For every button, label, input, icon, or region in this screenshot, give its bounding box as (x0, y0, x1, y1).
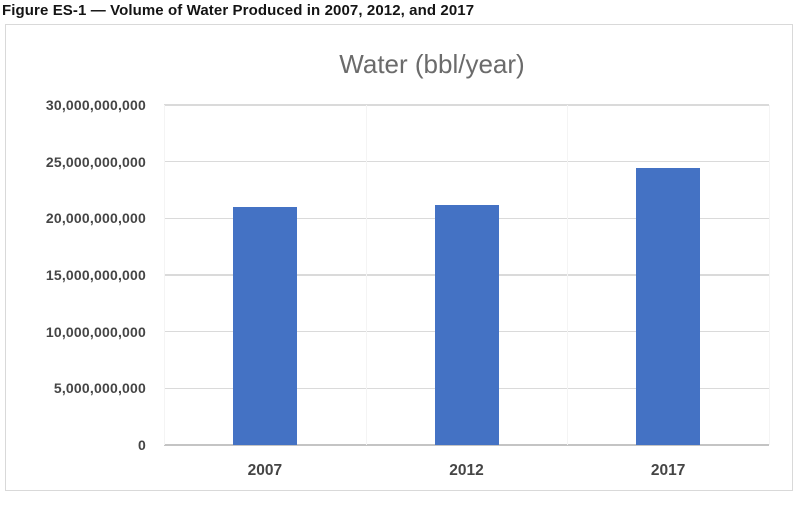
y-tick-label: 0 (138, 437, 146, 453)
bar-2012 (434, 204, 499, 445)
y-tick-label: 25,000,000,000 (45, 153, 146, 170)
y-gridline (164, 160, 769, 163)
y-tick-label: 30,000,000,000 (45, 97, 146, 113)
figure-caption: Figure ES-1 — Volume of Water Produced i… (2, 2, 475, 19)
vertical-gridline (769, 105, 770, 445)
bar-2017 (636, 168, 701, 445)
chart-container: Water (bbl/year) 0 5,000,000,000 10,000,00… (5, 24, 793, 491)
x-tick-label: 2007 (247, 462, 283, 479)
x-tick-label: 2012 (449, 462, 484, 479)
vertical-gridline (365, 105, 367, 445)
y-tick-label: 15,000,000,000 (45, 267, 146, 283)
x-axis-line (164, 444, 769, 446)
x-tick-label: 2017 (650, 462, 686, 479)
y-gridline (164, 104, 769, 106)
y-tick-label: 20,000,000,000 (45, 210, 146, 227)
plot-area (164, 104, 770, 446)
y-tick-label: 5,000,000,000 (53, 380, 146, 397)
chart-title: Water (bbl/year) (339, 49, 525, 79)
y-tick-label: 10,000,000,000 (45, 323, 146, 340)
bar-2007 (232, 207, 297, 445)
vertical-gridline (567, 105, 569, 445)
vertical-gridline (164, 105, 165, 445)
